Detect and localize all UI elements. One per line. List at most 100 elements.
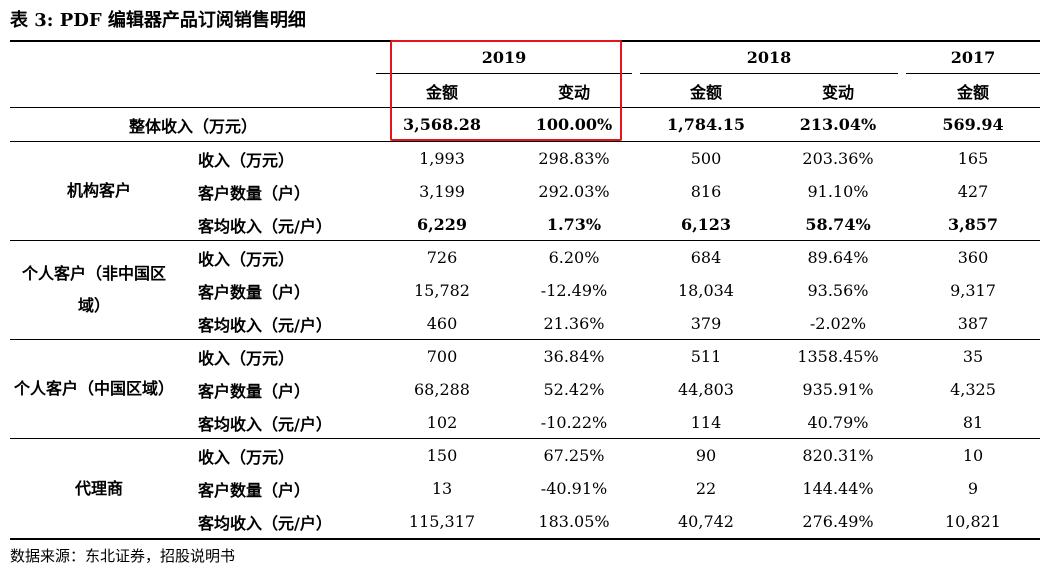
cell-2017-amount: 360	[957, 248, 989, 267]
table-title: 表 3: PDF 编辑器产品订阅销售明细	[10, 10, 306, 31]
cell-2018-amount: 379	[690, 314, 722, 333]
cell-2019-amount: 13	[431, 479, 453, 498]
cell-2018-amount: 22	[695, 479, 717, 498]
cell-2018-change: 58.74%	[805, 215, 871, 234]
row-label: 收入（万元）	[198, 150, 295, 170]
row-label: 客均收入（元/户）	[198, 414, 332, 434]
group-label-individual-china: 个人客户（中国区域）	[14, 379, 175, 398]
cell-2019-change: 52.42%	[543, 380, 605, 399]
year-2018-underline	[640, 73, 898, 74]
cell-2018-amount: 18,034	[678, 281, 734, 300]
header-bottom-rule	[10, 107, 1040, 108]
year-header-2017: 2017	[950, 47, 996, 67]
cell-2018-amount: 114	[690, 413, 722, 432]
source-note: 数据来源：东北证券，招股说明书	[10, 547, 236, 565]
cell-2018-change: 89.64%	[807, 248, 869, 267]
cell-2019-change: 67.25%	[543, 446, 605, 465]
cell-2019-change: 1.73%	[546, 215, 602, 234]
cell-2019-amount: 102	[426, 413, 458, 432]
cell-2019-amount: 700	[426, 347, 458, 366]
cell-2018-change: 935.91%	[802, 380, 874, 399]
year-header-2018: 2018	[746, 47, 792, 67]
row-label: 收入（万元）	[198, 249, 295, 269]
cell-2019-change: 21.36%	[543, 314, 605, 333]
total-2019-change: 100.00%	[535, 115, 613, 134]
row-label: 客均收入（元/户）	[198, 315, 332, 335]
group-label-individual-overseas: 个人客户（非中国区域）	[21, 264, 166, 315]
cell-2019-amount: 1,993	[419, 149, 465, 168]
total-row-label: 整体收入（万元）	[128, 116, 257, 136]
subheader-2018-change: 变动	[821, 82, 854, 102]
row-label: 客均收入（元/户）	[198, 513, 332, 533]
cell-2019-amount: 150	[426, 446, 458, 465]
cell-2018-change: 276.49%	[802, 512, 874, 531]
cell-2018-change: 144.44%	[802, 479, 874, 498]
cell-2019-change: -12.49%	[540, 281, 608, 300]
cell-2019-change: -40.91%	[540, 479, 608, 498]
year-2019-underline	[376, 73, 632, 74]
total-2018-change: 213.04%	[799, 115, 877, 134]
year-header-2019: 2019	[481, 47, 527, 67]
cell-2019-amount: 6,229	[416, 215, 468, 234]
cell-2017-amount: 81	[962, 413, 984, 432]
group-rule-1	[10, 240, 1040, 241]
cell-2019-change: 36.84%	[543, 347, 605, 366]
year-2017-underline	[906, 73, 1040, 74]
row-label: 客户数量（户）	[198, 381, 311, 401]
cell-2018-amount: 816	[690, 182, 722, 201]
cell-2019-change: 183.05%	[538, 512, 610, 531]
cell-2018-change: 203.36%	[802, 149, 874, 168]
cell-2017-amount: 10,821	[945, 512, 1001, 531]
cell-2019-change: 6.20%	[548, 248, 600, 267]
cell-2018-change: 40.79%	[807, 413, 869, 432]
group-label-agents: 代理商	[74, 478, 123, 498]
cell-2018-amount: 44,803	[678, 380, 734, 399]
highlight-box-2019	[390, 40, 622, 141]
row-label: 客户数量（户）	[198, 282, 311, 302]
row-label: 收入（万元）	[198, 447, 295, 467]
subheader-2017-amount: 金额	[956, 82, 989, 102]
total-2019-amount: 3,568.28	[403, 115, 481, 134]
cell-2019-amount: 115,317	[408, 512, 476, 531]
cell-2018-amount: 40,742	[678, 512, 734, 531]
cell-2018-change: 93.56%	[807, 281, 869, 300]
cell-2018-change: -2.02%	[809, 314, 867, 333]
cell-2019-amount: 460	[426, 314, 458, 333]
cell-2018-amount: 684	[690, 248, 722, 267]
cell-2018-amount: 511	[690, 347, 722, 366]
cell-2019-change: 298.83%	[538, 149, 610, 168]
subheader-2019-amount: 金额	[425, 82, 458, 102]
row-label: 收入（万元）	[198, 348, 295, 368]
cell-2018-amount: 500	[690, 149, 722, 168]
row-label: 客均收入（元/户）	[198, 216, 332, 236]
cell-2018-amount: 6,123	[680, 215, 732, 234]
subheader-2018-amount: 金额	[689, 82, 722, 102]
bottom-rule	[10, 538, 1040, 540]
cell-2018-amount: 90	[695, 446, 717, 465]
cell-2017-amount: 427	[957, 182, 989, 201]
group-rule-3	[10, 438, 1040, 439]
cell-2019-change: 292.03%	[538, 182, 610, 201]
group-label-institutional: 机构客户	[66, 181, 131, 200]
row-label: 客户数量（户）	[198, 183, 311, 203]
total-2018-amount: 1,784.15	[667, 115, 745, 134]
row-label: 客户数量（户）	[198, 480, 311, 500]
cell-2019-amount: 3,199	[419, 182, 465, 201]
cell-2017-amount: 35	[962, 347, 984, 366]
total-row-rule	[10, 141, 1040, 142]
cell-2017-amount: 165	[957, 149, 989, 168]
total-2017-amount: 569.94	[942, 115, 1004, 134]
cell-2019-amount: 726	[426, 248, 458, 267]
cell-2018-change: 820.31%	[802, 446, 874, 465]
cell-2017-amount: 10	[962, 446, 984, 465]
cell-2019-amount: 68,288	[414, 380, 470, 399]
cell-2017-amount: 4,325	[950, 380, 996, 399]
cell-2018-change: 1358.45%	[797, 347, 879, 366]
cell-2019-amount: 15,782	[414, 281, 470, 300]
cell-2017-amount: 9	[967, 479, 979, 498]
cell-2019-change: -10.22%	[540, 413, 608, 432]
cell-2017-amount: 3,857	[947, 215, 999, 234]
cell-2018-change: 91.10%	[807, 182, 869, 201]
subheader-2019-change: 变动	[557, 82, 590, 102]
group-rule-2	[10, 339, 1040, 340]
